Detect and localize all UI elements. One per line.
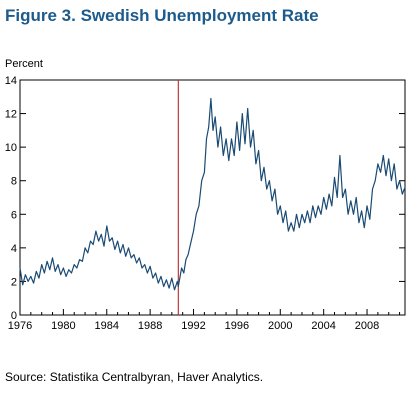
y-tick-label: 0 <box>11 310 17 322</box>
x-tick-label: 1988 <box>138 320 162 332</box>
y-tick-label: 2 <box>11 276 17 288</box>
y-tick-label: 4 <box>11 243 17 255</box>
x-tick-label: 2000 <box>268 320 292 332</box>
y-tick-label: 14 <box>5 75 17 87</box>
y-tick-label: 12 <box>5 109 17 121</box>
plot-frame <box>19 79 406 316</box>
x-tick-label: 2008 <box>355 320 379 332</box>
source-note: Source: Statistika Centralbyran, Haver A… <box>5 370 264 384</box>
y-tick-label: 6 <box>11 209 17 221</box>
y-tick-label: 10 <box>5 142 17 154</box>
x-tick-label: 1992 <box>181 320 205 332</box>
chart-title: Figure 3. Swedish Unemployment Rate <box>5 6 319 25</box>
x-tick-label: 1996 <box>225 320 249 332</box>
x-tick-label: 1984 <box>95 320 119 332</box>
unemployment-series-line <box>19 97 406 291</box>
y-tick-label: 8 <box>11 176 17 188</box>
x-tick-label: 2004 <box>311 320 335 332</box>
y-axis-unit-label: Percent <box>5 58 43 70</box>
x-tick-label: 1976 <box>8 320 32 332</box>
x-tick-label: 1980 <box>51 320 75 332</box>
